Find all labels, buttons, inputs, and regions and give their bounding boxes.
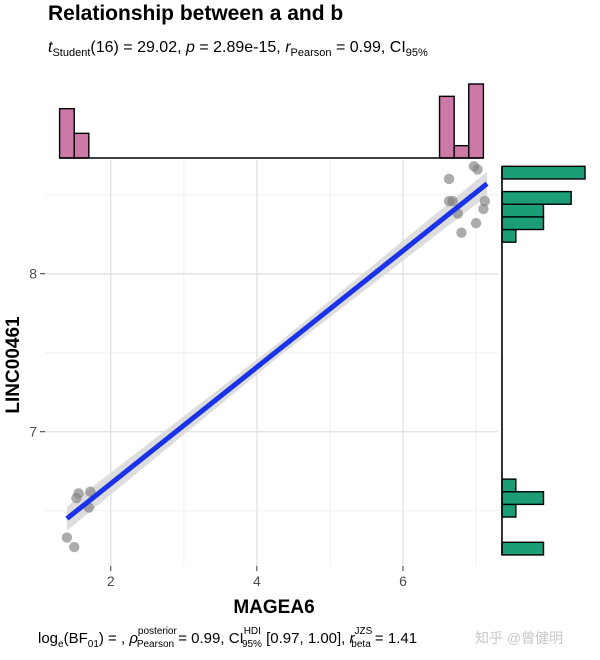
scatter-point (472, 164, 483, 175)
chart-title: Relationship between a and b (48, 2, 343, 25)
x-histogram-bar (58, 107, 75, 159)
y-marginal-histogram (501, 165, 586, 556)
y-histogram-bar (501, 190, 572, 205)
x-histogram-bar (468, 83, 485, 159)
y-histogram-bar (501, 203, 545, 218)
scatter-point (61, 532, 73, 543)
y-tick-label: 7 (29, 424, 37, 440)
watermark: 知乎 @曾健明 (475, 630, 563, 646)
scatter-point (478, 203, 489, 215)
regression-line-path (65, 181, 489, 521)
x-tick-label: 2 (107, 573, 115, 589)
scatter-point (470, 217, 482, 229)
y-histogram-bar (501, 228, 517, 243)
y-histogram-bar (501, 165, 586, 180)
x-marginal-histogram (58, 83, 485, 159)
y-histogram-bar (501, 478, 517, 493)
x-histogram-bar (73, 132, 90, 159)
x-axis-title: MAGEA6 (233, 597, 314, 618)
scatter-point (85, 486, 96, 497)
x-tick-label: 4 (253, 573, 261, 589)
x-histogram-bar (438, 95, 455, 159)
scatter-point (456, 227, 467, 238)
x-histogram-bar (453, 144, 470, 159)
scatter-point (69, 541, 80, 553)
scatter-point (447, 195, 458, 207)
scatter-point (479, 195, 491, 207)
y-tick-label: 8 (29, 266, 37, 282)
scatter-point (73, 488, 84, 499)
chart-subtitle: tStudent(16) = 29.02, p = 2.89e-15, rPea… (48, 39, 428, 59)
y-histogram-bar (501, 491, 545, 506)
y-histogram-bar (501, 503, 517, 518)
axes: 2 4 6 7 8 (29, 266, 407, 589)
y-histogram-bar (501, 216, 545, 231)
x-tick-label: 6 (399, 573, 407, 589)
regression-line (65, 181, 489, 521)
y-axis-title: LINC00461 (3, 316, 24, 414)
chart-caption: loge(BF01) = , ρposterior Pearson = 0.99,… (38, 626, 417, 650)
y-histogram-bar (501, 541, 545, 556)
scatter-point (443, 173, 455, 185)
scatter-points (61, 161, 491, 553)
